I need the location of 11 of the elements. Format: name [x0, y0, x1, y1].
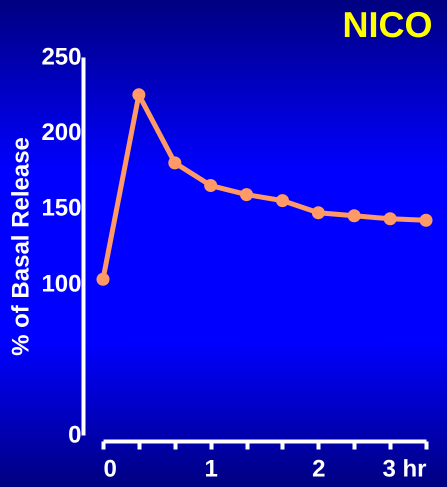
x-tick-label: 1 [204, 456, 218, 482]
x-tick-label: 3 hr [382, 456, 426, 482]
x-tick-label: 2 [312, 456, 326, 482]
y-tick-label: 100 [41, 270, 82, 298]
chart-title: NICO [342, 4, 433, 45]
y-tick-label: 250 [41, 44, 82, 70]
y-axis-title: % of Basal Release [7, 137, 34, 356]
y-tick-label: 0 [68, 422, 82, 448]
y-tick-label: 200 [41, 119, 82, 146]
x-tick-label: 0 [104, 456, 117, 482]
y-tick-label: 150 [41, 194, 82, 222]
